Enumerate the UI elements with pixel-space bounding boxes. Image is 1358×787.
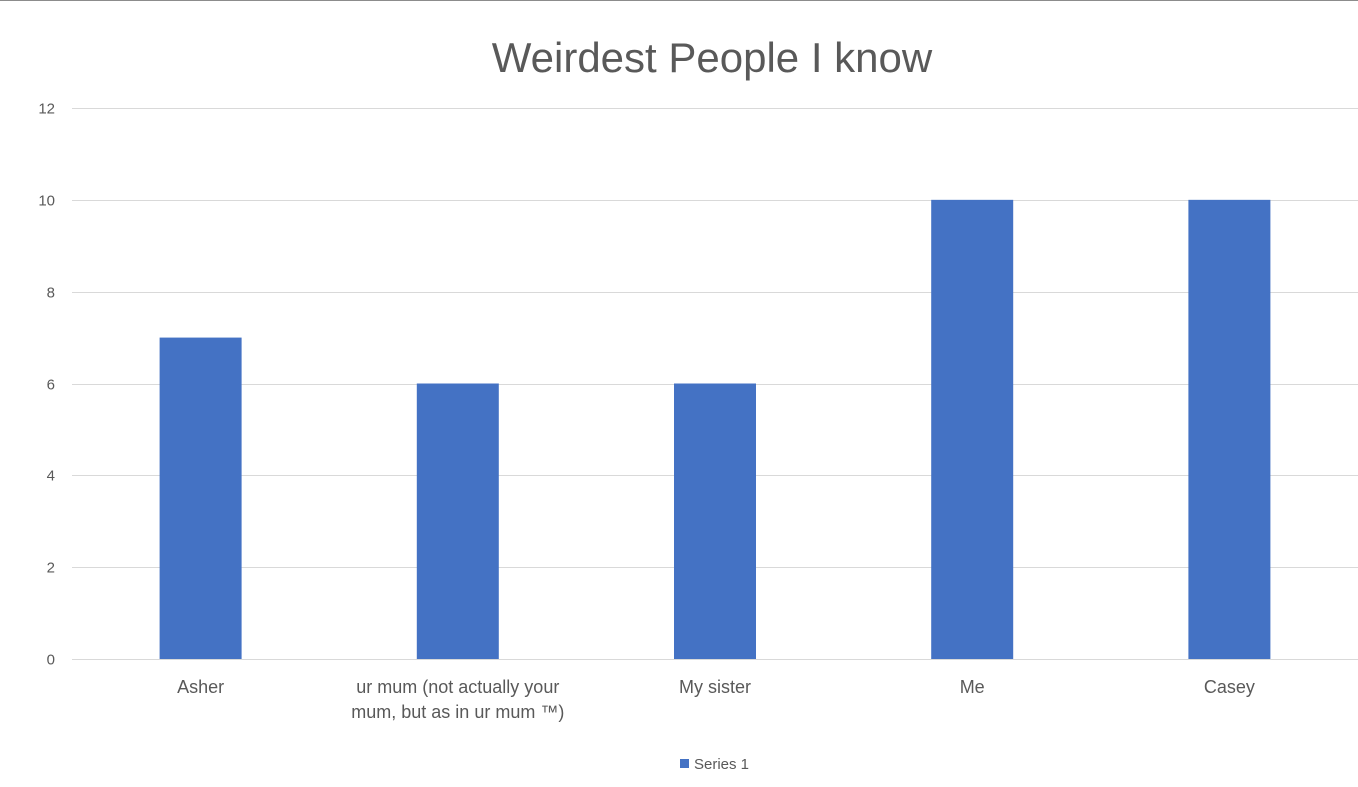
legend-label: Series 1 (694, 756, 749, 773)
y-tick-label: 6 (47, 377, 55, 394)
x-category-label: My sister (679, 677, 751, 697)
y-axis-tick-labels: 0 2 4 6 8 10 12 (38, 101, 55, 669)
chart-title: Weirdest People I know (492, 34, 933, 81)
bar[interactable] (159, 337, 242, 659)
x-category-label: Casey (1204, 677, 1255, 697)
legend[interactable]: Series 1 (680, 756, 749, 773)
y-tick-label: 8 (47, 285, 55, 302)
x-category-label: Me (960, 677, 985, 697)
y-tick-label: 0 (47, 652, 55, 669)
x-category-label: ur mum (not actually your (356, 677, 559, 697)
chart-top-border (0, 0, 1358, 1)
gridlines (72, 108, 1358, 660)
bar[interactable] (674, 383, 756, 660)
bar[interactable] (416, 383, 499, 660)
legend-swatch (680, 759, 689, 768)
x-axis-category-labels: Asher ur mum (not actually your mum, but a… (177, 677, 1255, 722)
bar[interactable] (931, 199, 1014, 660)
x-category-label: mum, but as in ur mum ™) (351, 702, 564, 722)
y-tick-label: 10 (38, 193, 55, 210)
bar[interactable] (1188, 199, 1271, 660)
x-category-label: Asher (177, 677, 224, 697)
y-tick-label: 4 (47, 468, 55, 485)
y-tick-label: 2 (47, 560, 55, 577)
bars (159, 199, 1271, 660)
y-tick-label: 12 (38, 101, 55, 118)
